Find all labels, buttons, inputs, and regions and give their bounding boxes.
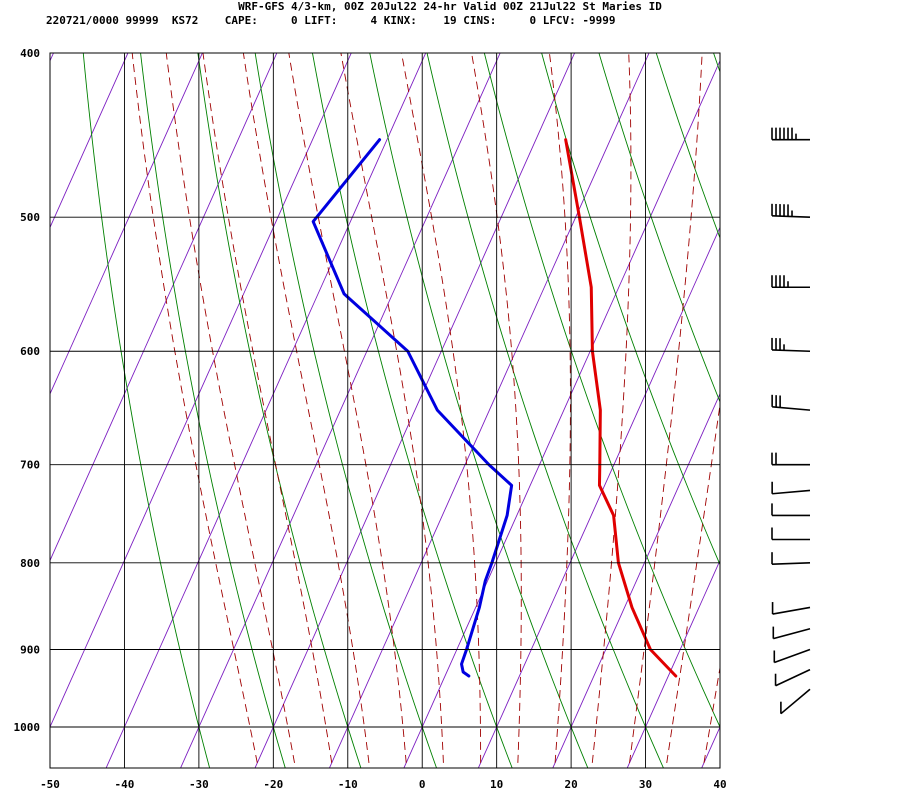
moist-adiabat <box>131 53 258 763</box>
wind-barb <box>773 648 811 664</box>
dry-adiabat <box>757 15 900 797</box>
sounding-indices: 220721/0000 99999 KS72 CAPE: 0 LIFT: 4 K… <box>46 14 616 27</box>
y-tick-label: 900 <box>20 643 40 656</box>
wind-barb <box>771 552 811 565</box>
wind-barb <box>771 527 810 541</box>
barb-staff <box>780 688 811 715</box>
barb-staff <box>774 648 811 664</box>
x-tick-label: -50 <box>40 778 60 791</box>
x-tick-label: -20 <box>263 778 283 791</box>
y-tick-label: 1000 <box>14 721 41 734</box>
barb-staff <box>771 349 811 353</box>
wind-barb <box>780 688 811 715</box>
barb-staff <box>771 562 811 565</box>
moist-adiabat <box>242 53 370 763</box>
wind-barb <box>772 626 811 640</box>
dewpoint-profile <box>311 138 514 678</box>
isotherm <box>838 15 900 797</box>
dry-adiabat <box>814 15 900 797</box>
barb-staff <box>772 406 811 411</box>
plot-frame <box>49 52 721 769</box>
x-tick-label: -30 <box>189 778 209 791</box>
wind-barb <box>771 452 810 466</box>
moist-adiabat <box>202 53 333 763</box>
y-tick-label: 600 <box>20 345 40 358</box>
isotherm <box>626 559 720 768</box>
chart-title: WRF-GFS 4/3-km, 00Z 20Jul22 24-hr Valid … <box>238 0 662 13</box>
x-tick-label: 0 <box>419 778 426 791</box>
wind-barb <box>771 275 810 289</box>
y-tick-label: 800 <box>20 557 40 570</box>
moist-adiabat <box>165 53 295 763</box>
temperature-profile <box>564 138 678 678</box>
barb-staff <box>771 215 811 218</box>
barb-staff <box>772 489 811 495</box>
wind-barb <box>771 394 811 411</box>
wind-barb <box>771 481 811 495</box>
plot-area <box>50 53 720 768</box>
wind-barb <box>771 503 810 517</box>
barb-staff <box>772 606 811 615</box>
wind-barb <box>771 127 810 141</box>
x-tick-label: 20 <box>564 778 577 791</box>
wind-barb <box>771 203 811 218</box>
dry-adiabat <box>870 15 900 797</box>
x-tick-label: -40 <box>115 778 135 791</box>
moist-adiabat <box>666 401 720 763</box>
barb-staff <box>775 668 811 687</box>
x-tick-label: 40 <box>713 778 726 791</box>
barb-staff <box>773 628 811 640</box>
x-tick-label: 10 <box>490 778 503 791</box>
wind-barb <box>771 602 811 615</box>
wind-barb <box>774 668 811 687</box>
wind-barb <box>771 337 811 353</box>
y-tick-label: 500 <box>20 211 40 224</box>
x-tick-label: 30 <box>639 778 652 791</box>
y-tick-label: 700 <box>20 459 40 472</box>
y-tick-label: 400 <box>20 47 40 60</box>
x-tick-label: -10 <box>338 778 358 791</box>
isotherm <box>477 226 720 768</box>
dry-adiabat <box>713 53 720 74</box>
isotherm <box>552 392 720 768</box>
moist-adiabat <box>703 664 720 763</box>
